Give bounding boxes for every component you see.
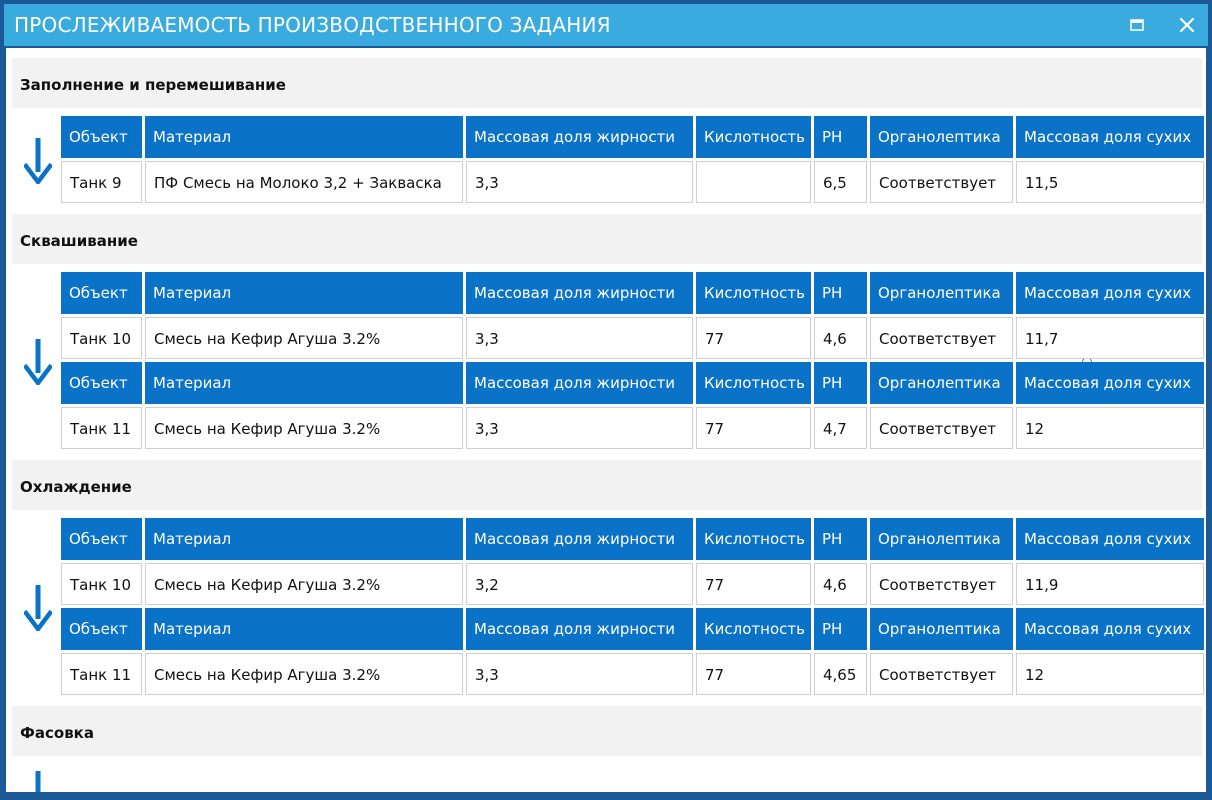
- table-cell[interactable]: 3,3: [466, 161, 693, 203]
- table-cell[interactable]: 6,5: [814, 161, 867, 203]
- table-cell[interactable]: 3,3: [466, 317, 693, 359]
- table-cell[interactable]: Соответствует: [870, 161, 1013, 203]
- table-cell[interactable]: 77: [696, 407, 811, 449]
- table-cell[interactable]: Танк 11: [61, 653, 142, 695]
- column-header: Кислотность: [696, 272, 811, 314]
- table-cell[interactable]: [696, 161, 811, 203]
- table-cell[interactable]: Танк 11: [61, 407, 142, 449]
- table-cell[interactable]: 11,9: [1016, 563, 1204, 605]
- table-cell[interactable]: 11,7: [1016, 317, 1204, 359]
- column-header: Объект: [61, 608, 142, 650]
- stage-header: Заполнение и перемешивание: [12, 58, 1202, 108]
- table-cell[interactable]: 4,6: [814, 563, 867, 605]
- table-cell[interactable]: Смесь на Кефир Агуша 3.2%: [145, 407, 463, 449]
- table-cell[interactable]: 4,7: [814, 407, 867, 449]
- column-header: Кислотность: [696, 608, 811, 650]
- traceability-content: Заполнение и перемешивание Объект Материал…: [6, 48, 1206, 792]
- column-header: Массовая доля жирности: [466, 518, 693, 560]
- column-header: Кислотность: [696, 518, 811, 560]
- column-header: Объект: [61, 272, 142, 314]
- table-cell[interactable]: Танк 10: [61, 317, 142, 359]
- maximize-icon: [1130, 19, 1144, 31]
- column-header: Массовая доля жирности: [466, 608, 693, 650]
- table-cell[interactable]: 12: [1016, 407, 1204, 449]
- column-header: Органолептика: [870, 608, 1013, 650]
- column-header: PH: [814, 116, 867, 158]
- table-cell[interactable]: Соответствует: [870, 407, 1013, 449]
- column-header: Массовая доля сухих: [1016, 518, 1204, 560]
- column-header: PH: [814, 518, 867, 560]
- column-header: PH: [814, 272, 867, 314]
- column-header: Массовая доля сухих: [1016, 608, 1204, 650]
- column-header: Материал: [145, 272, 463, 314]
- column-header: Массовая доля жирности: [466, 272, 693, 314]
- column-header: Объект: [61, 362, 142, 404]
- column-header: Массовая доля сухих: [1016, 362, 1204, 404]
- column-header: Органолептика: [870, 518, 1013, 560]
- arrow-down-icon: [24, 339, 52, 385]
- maximize-button[interactable]: [1122, 10, 1152, 40]
- column-header: Органолептика: [870, 362, 1013, 404]
- table-cell[interactable]: 4,6: [814, 317, 867, 359]
- stage-title: Фасовка: [20, 724, 94, 742]
- table-cell[interactable]: 3,2: [466, 563, 693, 605]
- column-header: Массовая доля сухих: [1016, 116, 1204, 158]
- table-cell[interactable]: 77: [696, 563, 811, 605]
- column-header: Массовая доля сухих: [1016, 272, 1204, 314]
- column-header: Органолептика: [870, 116, 1013, 158]
- title-bar: ПРОСЛЕЖИВАЕМОСТЬ ПРОИЗВОДСТВЕННОГО ЗАДАН…: [4, 4, 1208, 46]
- arrow-down-icon: [24, 138, 52, 184]
- column-header: Массовая доля жирности: [466, 116, 693, 158]
- table-cell[interactable]: Танк 10: [61, 563, 142, 605]
- table-cell[interactable]: 77: [696, 653, 811, 695]
- stage-title: Заполнение и перемешивание: [20, 76, 286, 94]
- arrow-down-icon: [35, 771, 41, 792]
- table-cell[interactable]: 11,5: [1016, 161, 1204, 203]
- column-header: Массовая доля жирности: [466, 362, 693, 404]
- column-header: Материал: [145, 362, 463, 404]
- table-cell[interactable]: Смесь на Кефир Агуша 3.2%: [145, 653, 463, 695]
- column-header: Кислотность: [696, 116, 811, 158]
- close-icon: [1179, 17, 1195, 33]
- stage-title: Охлаждение: [20, 478, 132, 496]
- stage-header: Сквашивание: [12, 214, 1202, 264]
- column-header: Объект: [61, 116, 142, 158]
- column-header: Органолептика: [870, 272, 1013, 314]
- table-cell[interactable]: Смесь на Кефир Агуша 3.2%: [145, 563, 463, 605]
- stage-header: Охлаждение: [12, 460, 1202, 510]
- column-header: PH: [814, 608, 867, 650]
- column-header: Материал: [145, 116, 463, 158]
- table-cell[interactable]: Соответствует: [870, 563, 1013, 605]
- table-cell[interactable]: 3,3: [466, 407, 693, 449]
- table-cell[interactable]: Танк 9: [61, 161, 142, 203]
- table-cell[interactable]: Соответствует: [870, 317, 1013, 359]
- column-header: Материал: [145, 518, 463, 560]
- window-title: ПРОСЛЕЖИВАЕМОСТЬ ПРОИЗВОДСТВЕННОГО ЗАДАН…: [14, 13, 611, 37]
- table-cell[interactable]: 3,3: [466, 653, 693, 695]
- stage-title: Сквашивание: [20, 232, 138, 250]
- column-header: Объект: [61, 518, 142, 560]
- close-button[interactable]: [1172, 10, 1202, 40]
- arrow-down-icon: [24, 585, 52, 631]
- table-cell[interactable]: 77: [696, 317, 811, 359]
- table-cell[interactable]: ПФ Смесь на Молоко 3,2 + Закваска: [145, 161, 463, 203]
- table-cell[interactable]: Соответствует: [870, 653, 1013, 695]
- table-cell[interactable]: Смесь на Кефир Агуша 3.2%: [145, 317, 463, 359]
- table-cell[interactable]: 4,65: [814, 653, 867, 695]
- column-header: PH: [814, 362, 867, 404]
- column-header: Материал: [145, 608, 463, 650]
- table-cell[interactable]: 12: [1016, 653, 1204, 695]
- column-header: Кислотность: [696, 362, 811, 404]
- stage-header: Фасовка: [12, 706, 1202, 756]
